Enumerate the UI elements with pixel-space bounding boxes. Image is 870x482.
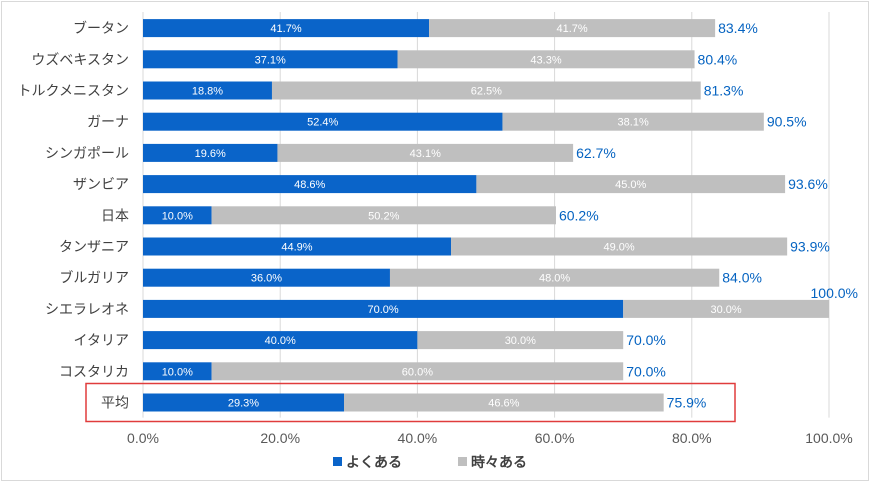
legend-swatch xyxy=(333,457,342,466)
category-label: ガーナ xyxy=(87,115,129,131)
bar-value-label: 36.0% xyxy=(251,273,282,285)
bar-segment xyxy=(417,331,624,350)
bar-value-label: 70.0% xyxy=(367,304,398,316)
total-label: 70.0% xyxy=(626,332,666,348)
bar-value-label: 48.0% xyxy=(539,273,570,285)
category-label: コスタリカ xyxy=(59,364,129,380)
category-label: ウズベキスタン xyxy=(31,52,129,68)
total-label: 70.0% xyxy=(626,363,666,379)
bar-segment xyxy=(429,19,716,38)
bar-segment xyxy=(502,112,764,131)
bar-value-label: 60.0% xyxy=(402,366,433,378)
x-tick-label: 80.0% xyxy=(672,430,712,446)
legend: よくある 時々ある xyxy=(333,454,527,471)
bar-value-label: 46.6% xyxy=(488,398,519,410)
bar-value-label: 44.9% xyxy=(281,242,312,254)
bar-value-label: 48.6% xyxy=(294,179,325,191)
total-label: 90.5% xyxy=(767,114,807,130)
bar-value-label: 50.2% xyxy=(368,210,399,222)
category-labels: ブータンウズベキスタントルクメニスタンガーナシンガポールザンビア日本タンザニアブ… xyxy=(18,20,129,411)
total-label: 75.9% xyxy=(667,395,707,411)
bar-value-label: 37.1% xyxy=(255,54,286,66)
bar-segment xyxy=(143,112,503,131)
bar-value-label: 18.8% xyxy=(192,86,223,98)
bar-value-label: 43.3% xyxy=(530,54,561,66)
bar-segment xyxy=(143,175,477,194)
bar-segment xyxy=(271,81,701,100)
bar-segment xyxy=(143,81,272,100)
bar-value-label: 41.7% xyxy=(556,23,587,35)
category-label: イタリア xyxy=(74,333,129,349)
x-tick-label: 40.0% xyxy=(398,430,438,446)
x-tick-label: 60.0% xyxy=(535,430,575,446)
bar-value-label: 49.0% xyxy=(603,242,634,254)
bar-segment xyxy=(389,268,720,287)
average-highlight-box xyxy=(85,382,736,423)
category-label: 平均 xyxy=(101,396,129,412)
bar-segment xyxy=(343,393,664,412)
category-label: トルクメニスタン xyxy=(18,84,129,100)
x-tick-labels: 0.0% 20.0% 40.0% 60.0% 80.0% 100.0% xyxy=(127,430,853,446)
bar-value-label: 19.6% xyxy=(195,148,226,160)
bar-segment xyxy=(476,175,786,194)
bar-value-label: 40.0% xyxy=(265,335,296,347)
bar-value-label: 41.7% xyxy=(270,23,301,35)
bar-value-label: 43.1% xyxy=(410,148,441,160)
bar-segment xyxy=(143,362,212,381)
bar-value-label: 62.5% xyxy=(471,86,502,98)
bar-segment xyxy=(211,362,624,381)
bar-value-label: 10.0% xyxy=(162,210,193,222)
bar-value-label: 45.0% xyxy=(615,179,646,191)
legend-label: 時々ある xyxy=(471,454,527,471)
category-label: ザンビア xyxy=(73,177,129,193)
bar-segment xyxy=(143,19,430,38)
bar-segment xyxy=(143,331,418,350)
bar-segment xyxy=(143,50,398,69)
bar-segment xyxy=(143,268,390,287)
category-label: ブルガリア xyxy=(59,270,129,287)
bar-segment xyxy=(143,393,344,412)
bar-segment xyxy=(211,206,556,225)
bar-segment xyxy=(143,143,278,162)
category-label: シンガポール xyxy=(45,146,129,162)
legend-swatch xyxy=(458,457,467,466)
bar-segment xyxy=(451,237,788,256)
x-tick-label: 0.0% xyxy=(127,430,159,446)
total-label: 84.0% xyxy=(722,270,762,286)
bars: 41.7% 41.7% 83.4% 37.1% 43.3% 80.4% 18.8% 62.5%… xyxy=(85,19,858,423)
bar-segment xyxy=(277,143,574,162)
category-label: タンザニア xyxy=(59,240,129,256)
bar-value-label: 10.0% xyxy=(162,366,193,378)
category-label: ブータン xyxy=(73,20,129,37)
bar-value-label: 30.0% xyxy=(505,335,536,347)
bar-value-label: 30.0% xyxy=(710,304,741,316)
total-label: 62.7% xyxy=(576,145,616,161)
total-label: 93.6% xyxy=(788,176,828,192)
total-label: 80.4% xyxy=(698,51,738,67)
bar-segment xyxy=(623,299,829,318)
legend-label: よくある xyxy=(346,455,402,471)
total-label: 93.9% xyxy=(790,239,830,255)
bar-segment xyxy=(397,50,695,69)
category-label: シエラレオネ xyxy=(45,302,129,318)
x-tick-label: 20.0% xyxy=(260,430,300,446)
total-label: 60.2% xyxy=(559,207,599,223)
x-tick-label: 100.0% xyxy=(805,430,852,446)
category-label: 日本 xyxy=(101,208,129,224)
bar-value-label: 29.3% xyxy=(228,398,259,410)
bar-segment xyxy=(143,206,212,225)
gridlines xyxy=(142,12,830,418)
total-label: 81.3% xyxy=(704,83,744,99)
bar-segment xyxy=(143,237,452,256)
bar-value-label: 52.4% xyxy=(307,117,338,129)
total-label: 83.4% xyxy=(718,20,758,36)
bar-value-label: 38.1% xyxy=(618,117,649,129)
total-label: 100.0% xyxy=(811,285,858,301)
bar-segment xyxy=(143,299,624,318)
